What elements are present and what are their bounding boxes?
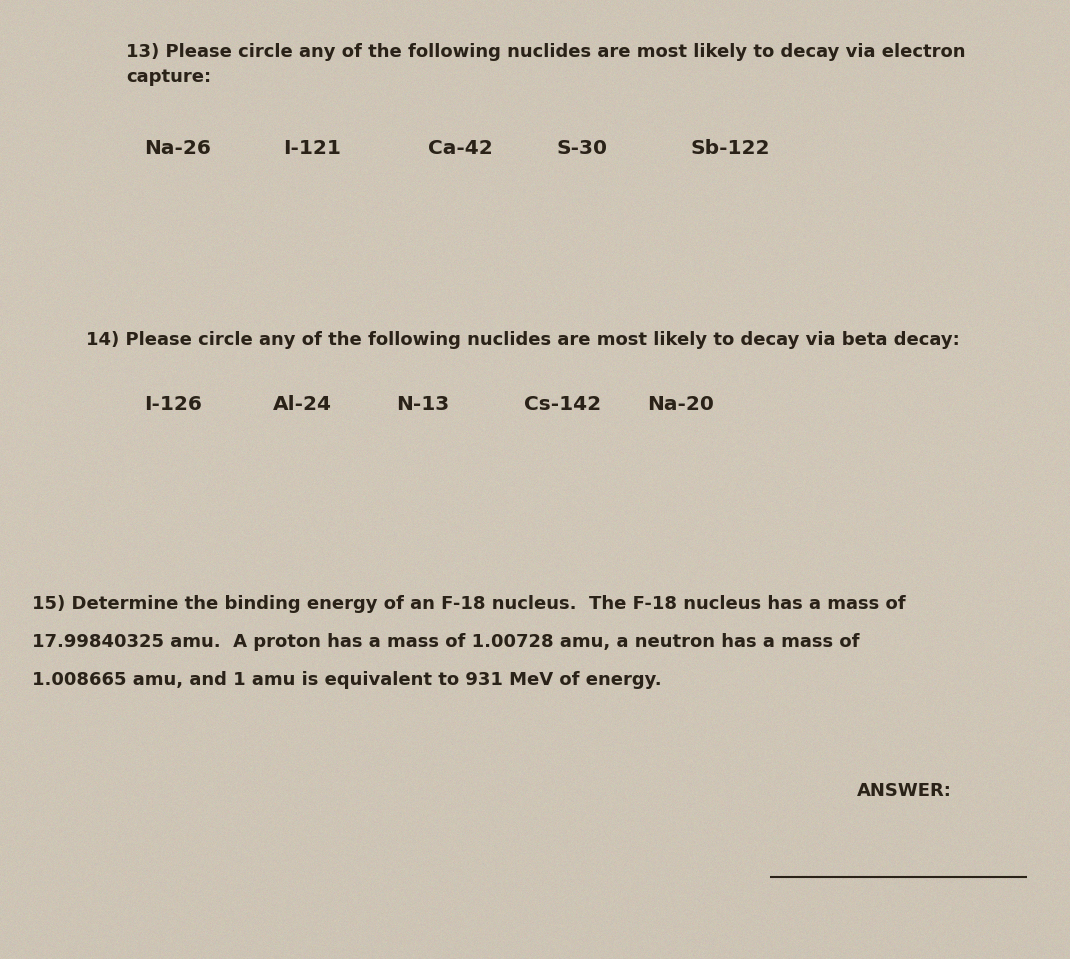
Text: Na-20: Na-20 (647, 395, 715, 414)
Text: N-13: N-13 (396, 395, 449, 414)
Text: S-30: S-30 (556, 139, 608, 158)
Text: 13) Please circle any of the following nuclides are most likely to decay via ele: 13) Please circle any of the following n… (126, 43, 966, 86)
Text: Cs-142: Cs-142 (524, 395, 601, 414)
Text: Al-24: Al-24 (273, 395, 332, 414)
Text: 14) Please circle any of the following nuclides are most likely to decay via bet: 14) Please circle any of the following n… (86, 331, 960, 349)
Text: I-126: I-126 (144, 395, 202, 414)
Text: I-121: I-121 (284, 139, 341, 158)
Text: 17.99840325 amu.  A proton has a mass of 1.00728 amu, a neutron has a mass of: 17.99840325 amu. A proton has a mass of … (32, 633, 859, 651)
Text: 1.008665 amu, and 1 amu is equivalent to 931 MeV of energy.: 1.008665 amu, and 1 amu is equivalent to… (32, 671, 661, 690)
Text: 15) Determine the binding energy of an F-18 nucleus.  The F-18 nucleus has a mas: 15) Determine the binding energy of an F… (32, 595, 905, 613)
Text: Na-26: Na-26 (144, 139, 212, 158)
Text: Sb-122: Sb-122 (690, 139, 769, 158)
Text: Ca-42: Ca-42 (428, 139, 493, 158)
Text: ANSWER:: ANSWER: (857, 783, 951, 800)
